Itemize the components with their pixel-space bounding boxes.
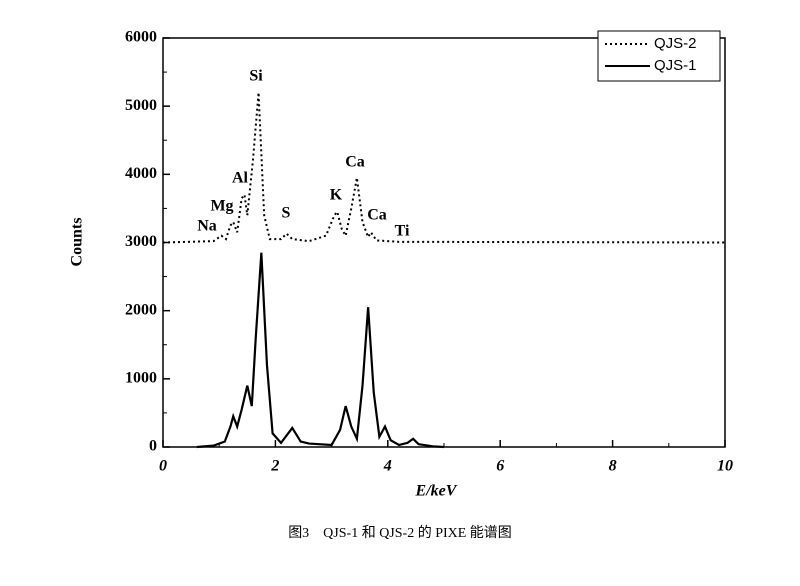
x-axis-label: E/keV (415, 483, 458, 500)
peak-label: K (330, 187, 343, 204)
peak-label: Na (197, 218, 217, 235)
y-tick-label: 1000 (125, 370, 157, 387)
legend-label: QJS-1 (654, 57, 697, 74)
y-tick-label: 4000 (125, 165, 157, 182)
peak-label: Al (232, 170, 249, 187)
x-tick-label: 2 (270, 458, 279, 475)
peak-label: Si (249, 68, 263, 85)
x-tick-label: 8 (609, 458, 617, 475)
y-axis-label: Counts (69, 218, 86, 267)
data-line (162, 92, 726, 244)
y-tick-label: 5000 (125, 97, 157, 114)
y-tick-label: 2000 (125, 301, 157, 318)
x-tick-label: 6 (496, 458, 504, 475)
legend-label: QJS-2 (654, 35, 697, 52)
peak-label: Ca (345, 154, 365, 171)
x-tick-label: 4 (383, 458, 392, 475)
y-tick-label: 3000 (125, 233, 157, 250)
x-tick-label: 10 (717, 458, 733, 475)
x-tick-label: 0 (159, 458, 167, 475)
legend-box (597, 30, 721, 82)
y-tick-label: 0 (149, 438, 157, 455)
peak-label: S (282, 205, 291, 222)
peak-label: Ca (367, 207, 387, 224)
peak-label: Ti (395, 223, 410, 240)
peak-label: Mg (210, 198, 233, 215)
y-tick-label: 6000 (125, 29, 157, 46)
data-line (196, 252, 445, 449)
caption: 图3 QJS-1 和 QJS-2 的 PIXE 能谱图 (288, 525, 512, 541)
